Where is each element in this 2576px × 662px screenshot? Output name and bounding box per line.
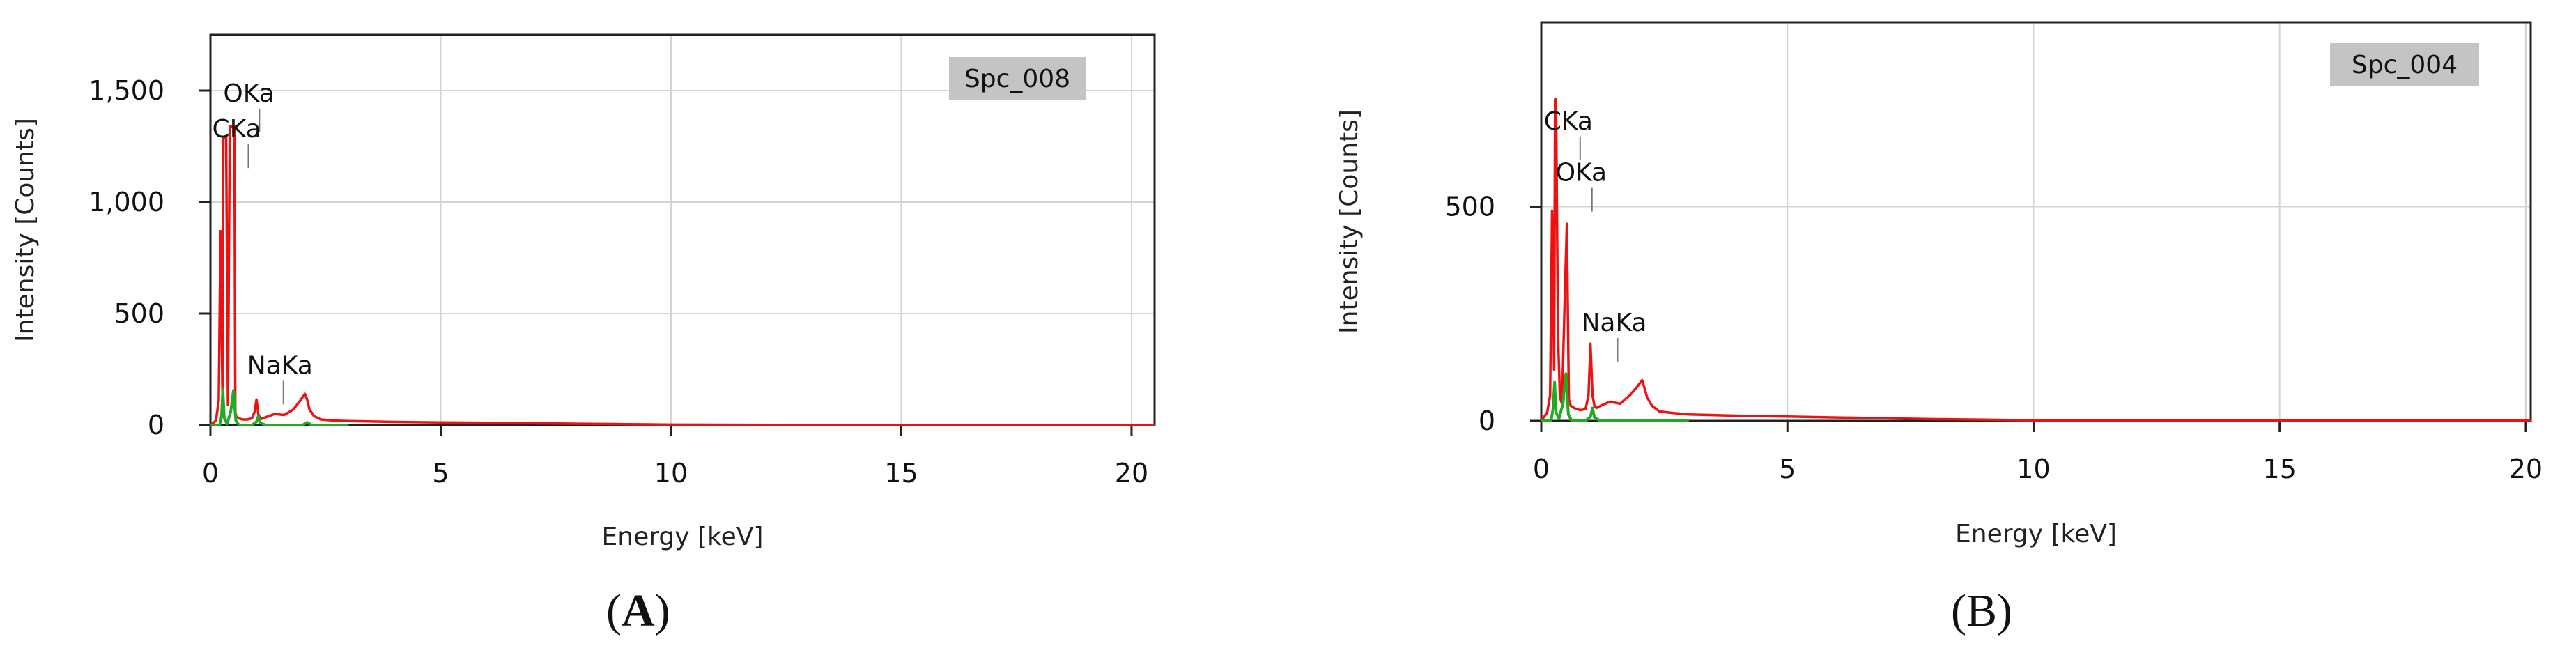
- peak-label-oka: OKa: [223, 79, 274, 108]
- x-tick-label: 0: [202, 458, 219, 488]
- peak-label-naka: NaKa: [1581, 309, 1646, 337]
- y-tick-label: 0: [1479, 406, 1495, 436]
- spectrum-line: [209, 125, 1155, 426]
- x-tick-label: 0: [1533, 454, 1550, 484]
- y-axis-title: Intensity [Counts]: [11, 118, 40, 342]
- peak-label-cka: CKa: [1544, 107, 1593, 136]
- panel-caption: (A): [606, 585, 670, 636]
- peak-label-oka: OKa: [1556, 159, 1607, 187]
- y-axis-title: Intensity [Counts]: [1335, 109, 1364, 334]
- caption-open-paren: (: [606, 585, 622, 636]
- chart-panel-a: 0 5 10 15 20 0 500 1,000 1,500 Energy [keV] Intens…: [11, 33, 1156, 551]
- x-tick-label: 5: [1779, 454, 1796, 484]
- panel-caption: (B): [1951, 585, 2012, 636]
- x-axis-title: Energy [keV]: [602, 523, 764, 551]
- spectrum-line: [1540, 98, 2531, 422]
- peak-label-cka: CKa: [213, 115, 261, 144]
- x-tick-label: 10: [2016, 454, 2050, 484]
- caption-letter: A: [622, 585, 655, 636]
- fit-line: [210, 387, 349, 426]
- chart-panel-b: 0 5 10 15 20 0 500 Energy [keV] Intensity [Count…: [1335, 21, 2543, 548]
- caption-close-paren: ): [655, 585, 670, 636]
- x-tick-label: 20: [2509, 454, 2543, 484]
- x-tick-label: 5: [432, 458, 449, 488]
- spectrum-badge-label: Spc_008: [964, 65, 1070, 93]
- y-tick-label: 500: [114, 298, 164, 329]
- caption-close-paren: ): [1997, 585, 2012, 636]
- x-axis-title: Energy [keV]: [1955, 520, 2117, 548]
- x-tick-label: 15: [2263, 454, 2297, 484]
- x-tick-label: 20: [1115, 458, 1148, 488]
- caption-open-paren: (: [1951, 585, 1966, 636]
- y-tick-label: 500: [1444, 191, 1495, 222]
- x-tick-label: 10: [654, 458, 688, 488]
- spectrum-badge-label: Spc_004: [2352, 51, 2458, 79]
- y-tick-label: 1,500: [88, 75, 164, 106]
- y-tick-label: 1,000: [88, 187, 164, 217]
- fit-line: [1541, 372, 1689, 422]
- y-tick-label: 0: [148, 410, 164, 440]
- spectrum-badge: [2330, 43, 2479, 86]
- spectrum-badge: [949, 57, 1086, 100]
- caption-letter: B: [1966, 585, 1997, 636]
- peak-label-naka: NaKa: [247, 351, 313, 380]
- x-tick-label: 15: [884, 458, 918, 488]
